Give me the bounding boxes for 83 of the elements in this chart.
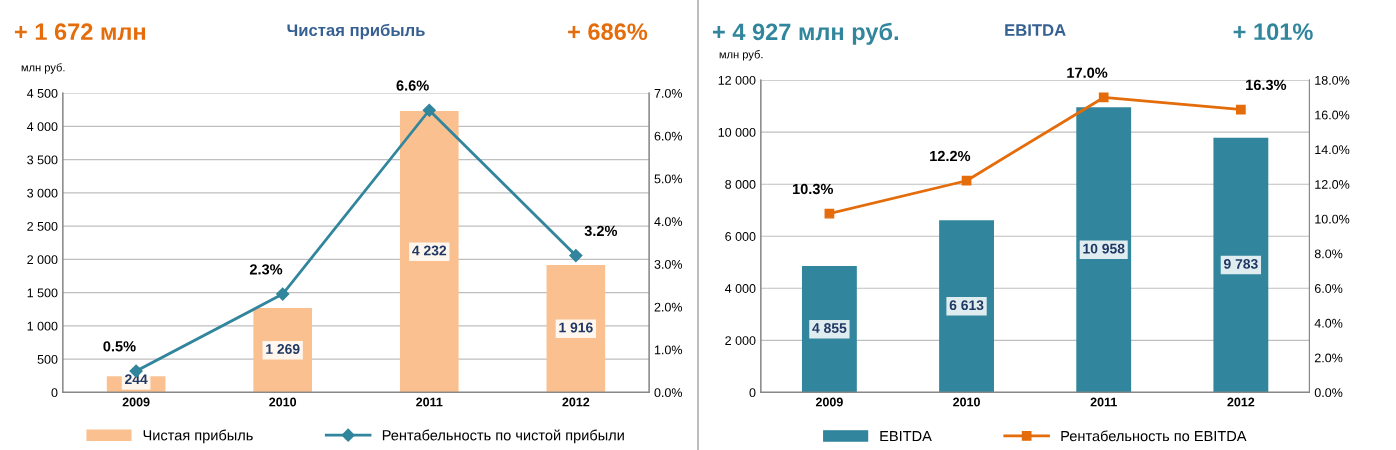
- y2-tick-label: 10.0%: [1315, 214, 1350, 224]
- x-tick-label: 2010: [269, 397, 297, 407]
- y-tick-label: 10 000: [718, 127, 756, 137]
- y2-tick-label: 4.0%: [654, 217, 683, 227]
- chart-title: Чистая прибыль: [287, 23, 425, 40]
- point: [569, 249, 583, 263]
- y-tick-label: 500: [37, 354, 58, 364]
- data-label: 10 958: [1083, 243, 1125, 254]
- y-tick-label: 3 000: [27, 188, 58, 198]
- legend-label: Рентабельность по чистой прибыли: [382, 429, 624, 444]
- y-tick-label: 4 000: [26, 122, 58, 132]
- text: + 4 927 млн руб.: [712, 22, 898, 45]
- bar: [801, 266, 857, 393]
- y-tick-label: 2 000: [725, 336, 756, 345]
- y-tick-label: 2 000: [27, 255, 58, 265]
- x-tick-label: 2012: [562, 397, 590, 407]
- legend-label: EBITDA: [880, 431, 932, 442]
- y-tick-label: 0: [749, 388, 756, 398]
- y-tick-label: 4 000: [724, 284, 756, 293]
- y-tick-label: 12 000: [718, 75, 756, 85]
- x-tick-label: 2009: [815, 397, 843, 407]
- data-label: 2.3%: [249, 264, 283, 275]
- y2-tick-label: 12.0%: [1315, 180, 1350, 189]
- y-tick-label: 6 000: [725, 232, 756, 241]
- y2-tick-label: 6.0%: [1314, 284, 1343, 293]
- text: + 101%: [1233, 23, 1313, 41]
- y2-tick-label: 0.0%: [1314, 388, 1343, 398]
- data-label: 1 916: [559, 322, 593, 333]
- data-label: 4 232: [412, 245, 447, 256]
- y2-tick-label: 4.0%: [1314, 318, 1343, 328]
- chart-title: EBITDA: [1005, 24, 1066, 36]
- legend-label: Чистая прибыль: [143, 429, 253, 444]
- y2-tick-label: 2.0%: [654, 302, 683, 312]
- data-label: 6.6%: [396, 80, 429, 91]
- bar: [1076, 107, 1132, 393]
- point: [961, 175, 972, 186]
- y-tick-label: 4 500: [26, 88, 58, 98]
- text: + 686%: [568, 23, 648, 41]
- y2-tick-label: 3.0%: [654, 259, 683, 269]
- y-axis-title: млн руб.: [719, 50, 763, 61]
- y2-tick-label: 14.0%: [1315, 145, 1350, 155]
- x-tick-label: 2011: [1090, 397, 1117, 407]
- data-label: 10.3%: [792, 183, 834, 195]
- data-label: 6 613: [949, 300, 984, 311]
- y2-tick-label: 16.0%: [1315, 110, 1350, 120]
- data-label: 1 269: [266, 344, 300, 354]
- data-label: 3.2%: [584, 225, 618, 237]
- x-tick-label: 2012: [1227, 397, 1255, 407]
- point: [1098, 92, 1109, 103]
- data-label: 16.3%: [1246, 79, 1287, 91]
- x-tick-label: 2011: [416, 397, 443, 407]
- y2-tick-label: 2.0%: [1314, 353, 1343, 363]
- data-label: 9 783: [1223, 258, 1258, 269]
- bar: [939, 220, 994, 393]
- y2-tick-label: 7.0%: [654, 88, 683, 98]
- y2-tick-label: 1.0%: [654, 345, 683, 355]
- data-label: 0.5%: [103, 341, 136, 352]
- point: [422, 103, 436, 117]
- point: [824, 208, 835, 219]
- y2-tick-label: 0.0%: [654, 388, 683, 398]
- y-axis-title: млн руб.: [21, 63, 65, 74]
- text: + 1 672 млн: [14, 23, 146, 41]
- y-tick-label: 0: [51, 388, 58, 398]
- y-tick-label: 3 500: [27, 155, 58, 165]
- y-tick-label: 2 500: [27, 221, 58, 231]
- y2-tick-label: 6.0%: [654, 131, 683, 141]
- y2-tick-label: 5.0%: [654, 174, 683, 184]
- point: [276, 287, 290, 301]
- y-tick-label: 1 500: [27, 288, 58, 298]
- y-tick-label: 8 000: [725, 180, 756, 189]
- data-label: 12.2%: [930, 150, 971, 162]
- x-tick-label: 2009: [122, 397, 150, 407]
- bar: [546, 264, 606, 393]
- data-label: 17.0%: [1067, 67, 1108, 78]
- y2-tick-label: 18.0%: [1315, 75, 1350, 85]
- bar: [399, 110, 459, 393]
- bar: [1213, 137, 1269, 393]
- y-tick-label: 1 000: [27, 321, 58, 331]
- legend-label: Рентабельность по EBITDA: [1061, 430, 1247, 442]
- x-tick-label: 2010: [953, 397, 980, 407]
- point: [1236, 104, 1246, 115]
- data-label: 4 855: [812, 323, 847, 333]
- y2-tick-label: 8.0%: [1314, 249, 1343, 259]
